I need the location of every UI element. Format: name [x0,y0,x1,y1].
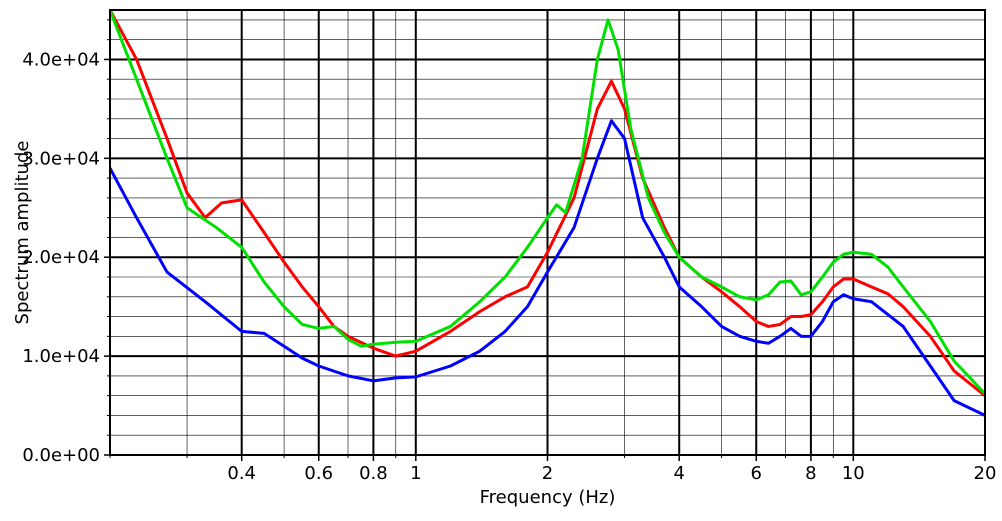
y-tick-label: 3.0e+04 [22,148,100,169]
grid [110,10,985,455]
y-tick-label: 1.0e+04 [22,346,100,367]
x-tick-label: 0.4 [227,463,256,484]
chart-svg: 0.4 0.6 0.8 1 2 4 6 8 10 20 0.0e+00 1.0e+04 2.0e+04 3… [0,0,1002,521]
x-axis-label: Frequency (Hz) [480,487,616,508]
x-tick-label: 1 [410,463,421,484]
x-tick-label: 2 [542,463,553,484]
x-tick-label: 10 [842,463,865,484]
y-tick-label: 4.0e+04 [22,49,100,70]
x-tick-label: 6 [751,463,762,484]
x-tick-label: 0.8 [359,463,388,484]
y-axis-label: Spectrum amplitude [12,141,33,325]
x-tick-label: 8 [805,463,816,484]
x-tick-label: 4 [673,463,684,484]
y-tick-label: 2.0e+04 [22,247,100,268]
x-tick-label: 0.6 [304,463,333,484]
y-tick-label: 0.0e+00 [22,445,100,466]
spectrum-chart: 0.4 0.6 0.8 1 2 4 6 8 10 20 0.0e+00 1.0e+04 2.0e+04 3… [0,0,1002,521]
x-tick-label: 20 [974,463,997,484]
